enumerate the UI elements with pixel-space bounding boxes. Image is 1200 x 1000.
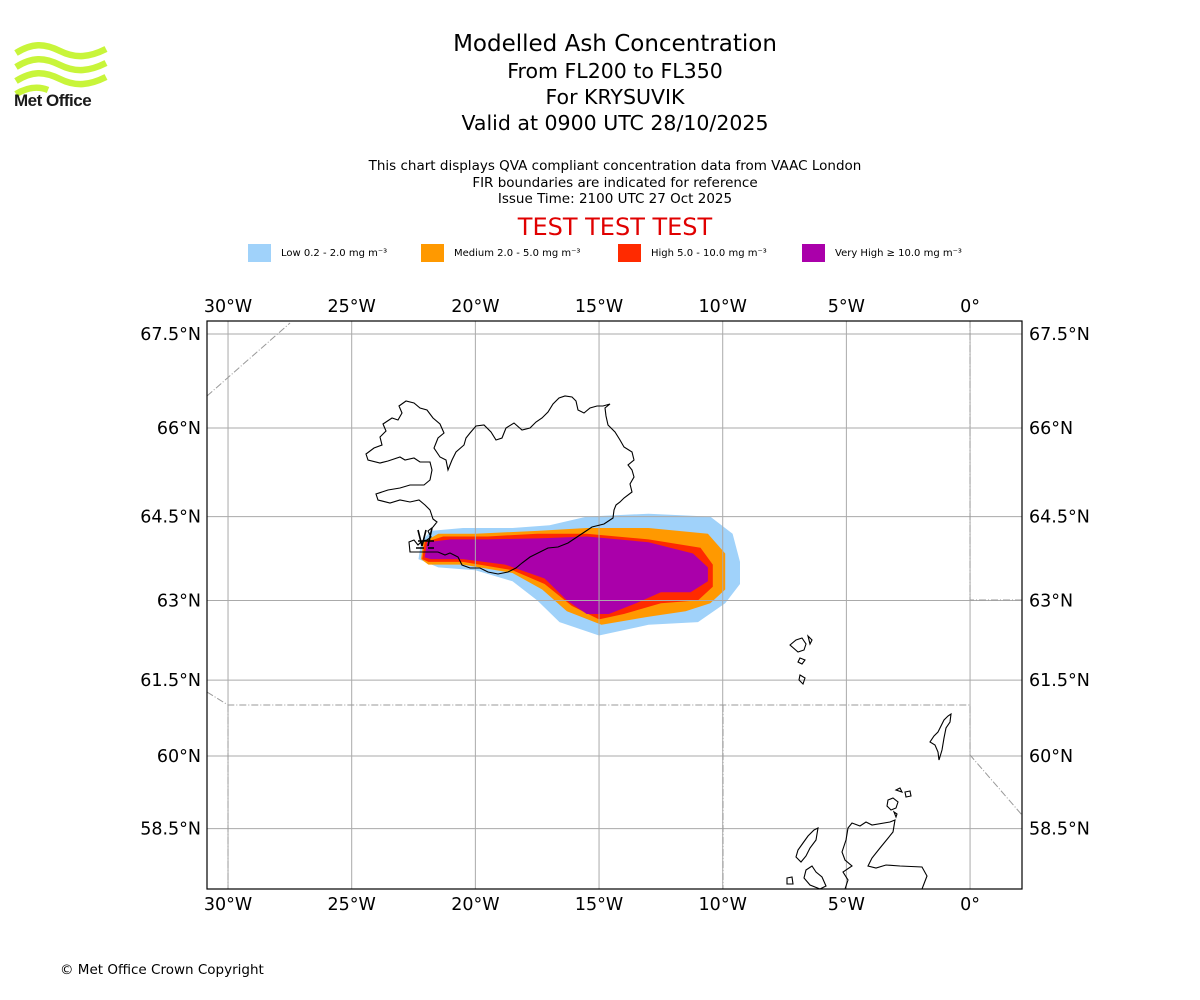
chart-title: Modelled Ash Concentration	[453, 31, 777, 57]
ash-layer-very-high	[424, 536, 708, 614]
fir-boundaries	[207, 321, 1022, 889]
flight-level-range: From FL200 to FL350	[507, 59, 723, 83]
legend-label-high: High 5.0 - 10.0 mg m⁻³	[651, 247, 767, 259]
met-office-logo-icon	[14, 42, 108, 97]
left-lat-tick-label: 67.5°N	[140, 325, 201, 345]
issue-time: Issue Time: 2100 UTC 27 Oct 2025	[497, 191, 733, 207]
right-lat-tick-label: 64.5°N	[1029, 508, 1090, 528]
fir-boundary-oceanic-south	[207, 691, 1022, 816]
legend-swatch-very-high	[802, 244, 825, 262]
bottom-lon-tick-label: 25°W	[328, 895, 376, 915]
left-lat-tick-label: 64.5°N	[140, 508, 201, 528]
legend-item-low: Low 0.2 - 2.0 mg m⁻³	[248, 244, 387, 262]
coastline-orkney	[886, 787, 912, 819]
legend-item-medium: Medium 2.0 - 5.0 mg m⁻³	[421, 244, 580, 262]
left-lat-tick-label: 61.5°N	[140, 671, 201, 691]
coastline-shetland	[929, 712, 952, 761]
bottom-lon-tick-label: 10°W	[699, 895, 747, 915]
coastlines	[365, 395, 952, 889]
right-lat-tick-label: 67.5°N	[1029, 325, 1090, 345]
info-line-source: This chart displays QVA compliant concen…	[368, 158, 862, 174]
left-lat-tick-label: 60°N	[157, 747, 201, 767]
bottom-lon-tick-label: 30°W	[204, 895, 252, 915]
legend-swatch-low	[248, 244, 271, 262]
right-lat-tick-label: 60°N	[1029, 747, 1073, 767]
bottom-lon-tick-label: 15°W	[575, 895, 623, 915]
legend-swatch-medium	[421, 244, 444, 262]
coastline-scotland	[841, 819, 928, 889]
coastline-hebrides	[786, 827, 827, 889]
coastline-faroe-islands	[789, 634, 813, 686]
right-lat-tick-label: 66°N	[1029, 419, 1073, 439]
top-lon-tick-label: 20°W	[451, 297, 499, 317]
test-banner: TEST TEST TEST	[517, 213, 713, 241]
legend-item-high: High 5.0 - 10.0 mg m⁻³	[618, 244, 767, 262]
valid-time: Valid at 0900 UTC 28/10/2025	[461, 111, 769, 135]
left-lat-tick-label: 66°N	[157, 419, 201, 439]
top-lon-tick-label: 15°W	[575, 297, 623, 317]
right-lat-tick-label: 58.5°N	[1029, 820, 1090, 840]
top-lon-tick-label: 25°W	[328, 297, 376, 317]
bottom-lon-tick-label: 5°W	[828, 895, 865, 915]
info-block: This chart displays QVA compliant concen…	[0, 158, 1200, 208]
legend-item-very-high: Very High ≥ 10.0 mg m⁻³	[802, 244, 962, 262]
map-frame	[206, 320, 1023, 890]
volcano-name: For KRYSUVIK	[545, 85, 685, 109]
bottom-lon-tick-label: 0°	[960, 895, 980, 915]
coastline-iceland	[365, 395, 635, 575]
right-lat-tick-label: 61.5°N	[1029, 671, 1090, 691]
met-office-logo-text: Met Office	[14, 91, 92, 110]
volcano-marker-icon	[416, 527, 434, 549]
legend-label-very-high: Very High ≥ 10.0 mg m⁻³	[835, 247, 962, 259]
left-lat-tick-label: 58.5°N	[140, 820, 201, 840]
info-line-fir: FIR boundaries are indicated for referen…	[472, 174, 758, 191]
top-lon-tick-label: 10°W	[699, 297, 747, 317]
legend: Low 0.2 - 2.0 mg m⁻³ Medium 2.0 - 5.0 mg…	[0, 244, 1200, 264]
ash-contours	[418, 513, 740, 636]
fir-boundary-north-west	[207, 322, 291, 397]
bottom-lon-tick-label: 20°W	[451, 895, 499, 915]
chart-title-block: Modelled Ash Concentration From FL200 to…	[0, 30, 1200, 136]
legend-label-medium: Medium 2.0 - 5.0 mg m⁻³	[454, 247, 581, 259]
top-lon-tick-label: 5°W	[828, 297, 865, 317]
legend-swatch-high	[618, 244, 641, 262]
graticule	[207, 321, 1022, 889]
legend-label-low: Low 0.2 - 2.0 mg m⁻³	[281, 247, 388, 259]
axis-labels: 30°W 30°W 25°W 25°W 20°W 20°W 15°W 15°W 10°W 10°W…	[140, 297, 1090, 915]
fir-boundary-0	[969, 321, 1022, 601]
copyright: © Met Office Crown Copyright	[60, 962, 264, 978]
top-lon-tick-label: 0°	[960, 297, 980, 317]
left-lat-tick-label: 63°N	[157, 591, 201, 611]
top-lon-tick-label: 30°W	[204, 297, 252, 317]
right-lat-tick-label: 63°N	[1029, 591, 1073, 611]
